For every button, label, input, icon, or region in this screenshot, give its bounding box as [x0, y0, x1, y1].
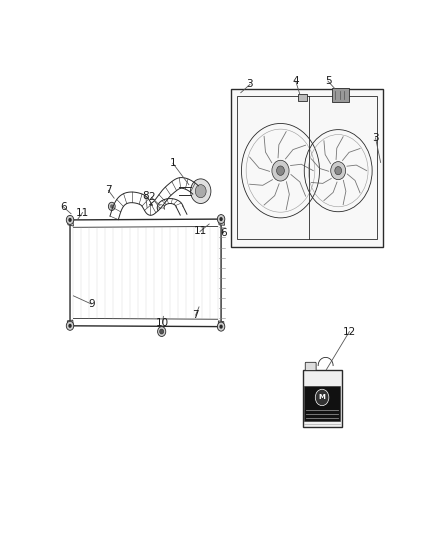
FancyBboxPatch shape — [332, 88, 350, 102]
Circle shape — [195, 184, 206, 198]
Text: 7: 7 — [192, 310, 199, 320]
FancyBboxPatch shape — [303, 370, 342, 427]
Text: 11: 11 — [76, 207, 89, 217]
Text: 4: 4 — [293, 76, 299, 86]
Circle shape — [108, 202, 115, 211]
Circle shape — [110, 204, 113, 208]
Text: 1: 1 — [170, 158, 176, 168]
Polygon shape — [67, 320, 74, 327]
Circle shape — [219, 325, 223, 329]
FancyBboxPatch shape — [298, 93, 307, 101]
Text: 5: 5 — [325, 76, 331, 86]
Text: 3: 3 — [247, 79, 253, 90]
Circle shape — [158, 327, 166, 336]
Circle shape — [315, 389, 329, 406]
Circle shape — [272, 160, 289, 181]
Circle shape — [217, 215, 225, 224]
Text: 2: 2 — [148, 192, 155, 203]
Circle shape — [159, 329, 164, 334]
Text: 3: 3 — [372, 133, 379, 143]
Text: 6: 6 — [220, 228, 227, 238]
Polygon shape — [219, 321, 224, 328]
Circle shape — [217, 322, 225, 331]
FancyBboxPatch shape — [305, 362, 316, 370]
Text: M: M — [318, 394, 325, 400]
Circle shape — [331, 161, 346, 180]
Polygon shape — [304, 386, 340, 422]
Polygon shape — [67, 219, 74, 226]
Text: 11: 11 — [194, 227, 207, 237]
Text: 6: 6 — [60, 202, 67, 212]
Text: 8: 8 — [142, 191, 149, 201]
Text: 7: 7 — [105, 185, 112, 196]
Circle shape — [66, 215, 74, 224]
Circle shape — [68, 324, 72, 328]
Circle shape — [335, 166, 342, 175]
Circle shape — [68, 218, 72, 222]
Circle shape — [191, 179, 211, 204]
Circle shape — [276, 166, 284, 175]
Polygon shape — [230, 88, 383, 247]
Text: 10: 10 — [156, 318, 169, 328]
Polygon shape — [219, 217, 224, 225]
Circle shape — [66, 321, 74, 330]
Text: 12: 12 — [343, 327, 356, 336]
Circle shape — [219, 217, 223, 221]
Text: 9: 9 — [88, 299, 95, 309]
